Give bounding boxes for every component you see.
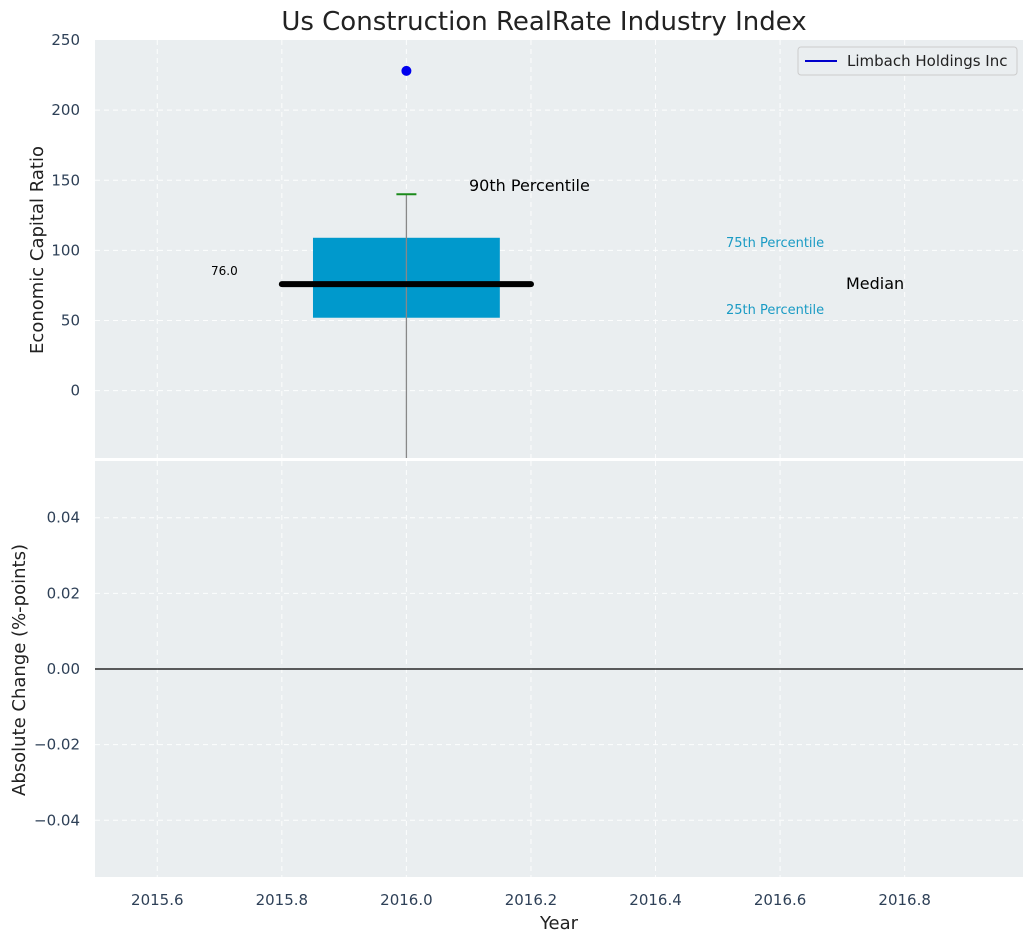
bottom-y-tick-label: 0.04 [47, 509, 80, 527]
bottom-y-tick-label: −0.02 [34, 736, 80, 754]
x-tick-label: 2016.6 [754, 891, 807, 909]
x-tick-label: 2016.2 [505, 891, 558, 909]
bottom-y-tick-label: −0.04 [34, 811, 80, 829]
top-y-tick-label: 100 [51, 241, 80, 259]
x-axis-label: Year [539, 913, 579, 934]
top-y-tick-label: 0 [70, 382, 80, 400]
box-plot-marks [95, 65, 1023, 670]
median-value-label: 76.0 [211, 264, 238, 278]
legend-box [797, 46, 1018, 76]
tick-labels: 2015.6 2015.8 2016.0 2016.2 2016.4 2016.6 2016… [34, 31, 931, 909]
x-tick-label: 2015.8 [256, 891, 309, 909]
company-point [401, 65, 412, 76]
chart-title: Us Construction RealRate Industry Index [281, 7, 806, 37]
top-y-tick-label: 150 [51, 171, 80, 189]
x-tick-label: 2015.6 [131, 891, 184, 909]
x-tick-label: 2016.4 [629, 891, 682, 909]
bottom-y-tick-label: 0.02 [47, 584, 80, 602]
top-panel-background [95, 40, 1023, 458]
p25-annotation: 25th Percentile [726, 303, 824, 318]
top-y-tick-label: 200 [51, 101, 80, 119]
x-tick-label: 2016.8 [878, 891, 931, 909]
p75-annotation: 75th Percentile [726, 236, 824, 251]
bottom-y-tick-label: 0.00 [47, 660, 80, 678]
legend: Limbach Holdings Inc [797, 46, 1018, 76]
top-y-axis-label: Economic Capital Ratio [27, 146, 48, 354]
median-annotation: Median [846, 274, 904, 293]
x-tick-label: 2016.0 [380, 891, 433, 909]
legend-entry: Limbach Holdings Inc [847, 52, 1007, 70]
bottom-y-axis-label: Absolute Change (%-points) [9, 544, 30, 796]
top-y-tick-label: 250 [51, 31, 80, 49]
p90-annotation: 90th Percentile [469, 176, 590, 195]
top-y-tick-label: 50 [61, 312, 80, 330]
